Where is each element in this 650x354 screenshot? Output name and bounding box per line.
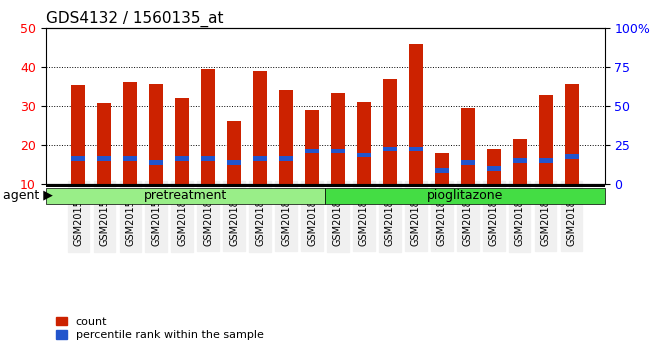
Bar xyxy=(175,156,189,161)
Bar xyxy=(565,154,579,159)
Text: GDS4132 / 1560135_at: GDS4132 / 1560135_at xyxy=(46,11,223,27)
Bar xyxy=(357,153,371,157)
Bar xyxy=(201,156,215,161)
Bar xyxy=(227,160,241,165)
Bar xyxy=(253,71,267,184)
Bar xyxy=(175,98,189,184)
Bar xyxy=(201,69,215,184)
Bar xyxy=(123,82,137,184)
Bar xyxy=(305,110,319,184)
Bar xyxy=(149,160,163,165)
Bar xyxy=(357,102,371,184)
Legend: count, percentile rank within the sample: count, percentile rank within the sample xyxy=(51,313,268,345)
Bar xyxy=(331,93,345,184)
Bar xyxy=(123,156,137,161)
Bar xyxy=(513,158,527,163)
Bar xyxy=(331,149,345,153)
Bar xyxy=(461,160,475,165)
Text: pretreatment: pretreatment xyxy=(144,189,227,202)
Bar xyxy=(435,153,449,184)
Bar xyxy=(253,156,267,161)
Text: pioglitazone: pioglitazone xyxy=(426,189,503,202)
Bar xyxy=(435,168,449,173)
Bar xyxy=(149,84,163,184)
Bar xyxy=(487,149,501,184)
Bar xyxy=(539,158,553,163)
Bar xyxy=(305,149,319,153)
Bar xyxy=(227,121,241,184)
Bar xyxy=(461,108,475,184)
Bar xyxy=(487,166,501,171)
Bar xyxy=(71,85,85,184)
Bar xyxy=(565,84,579,184)
Bar xyxy=(97,103,111,184)
Bar xyxy=(279,90,293,184)
Bar xyxy=(71,156,85,161)
Bar xyxy=(409,44,423,184)
Bar xyxy=(513,139,527,184)
Bar xyxy=(97,156,111,161)
Text: agent ▶: agent ▶ xyxy=(3,189,53,202)
Bar xyxy=(539,95,553,184)
Bar xyxy=(383,147,397,152)
Bar xyxy=(409,147,423,152)
Bar xyxy=(279,156,293,161)
Bar xyxy=(383,79,397,184)
